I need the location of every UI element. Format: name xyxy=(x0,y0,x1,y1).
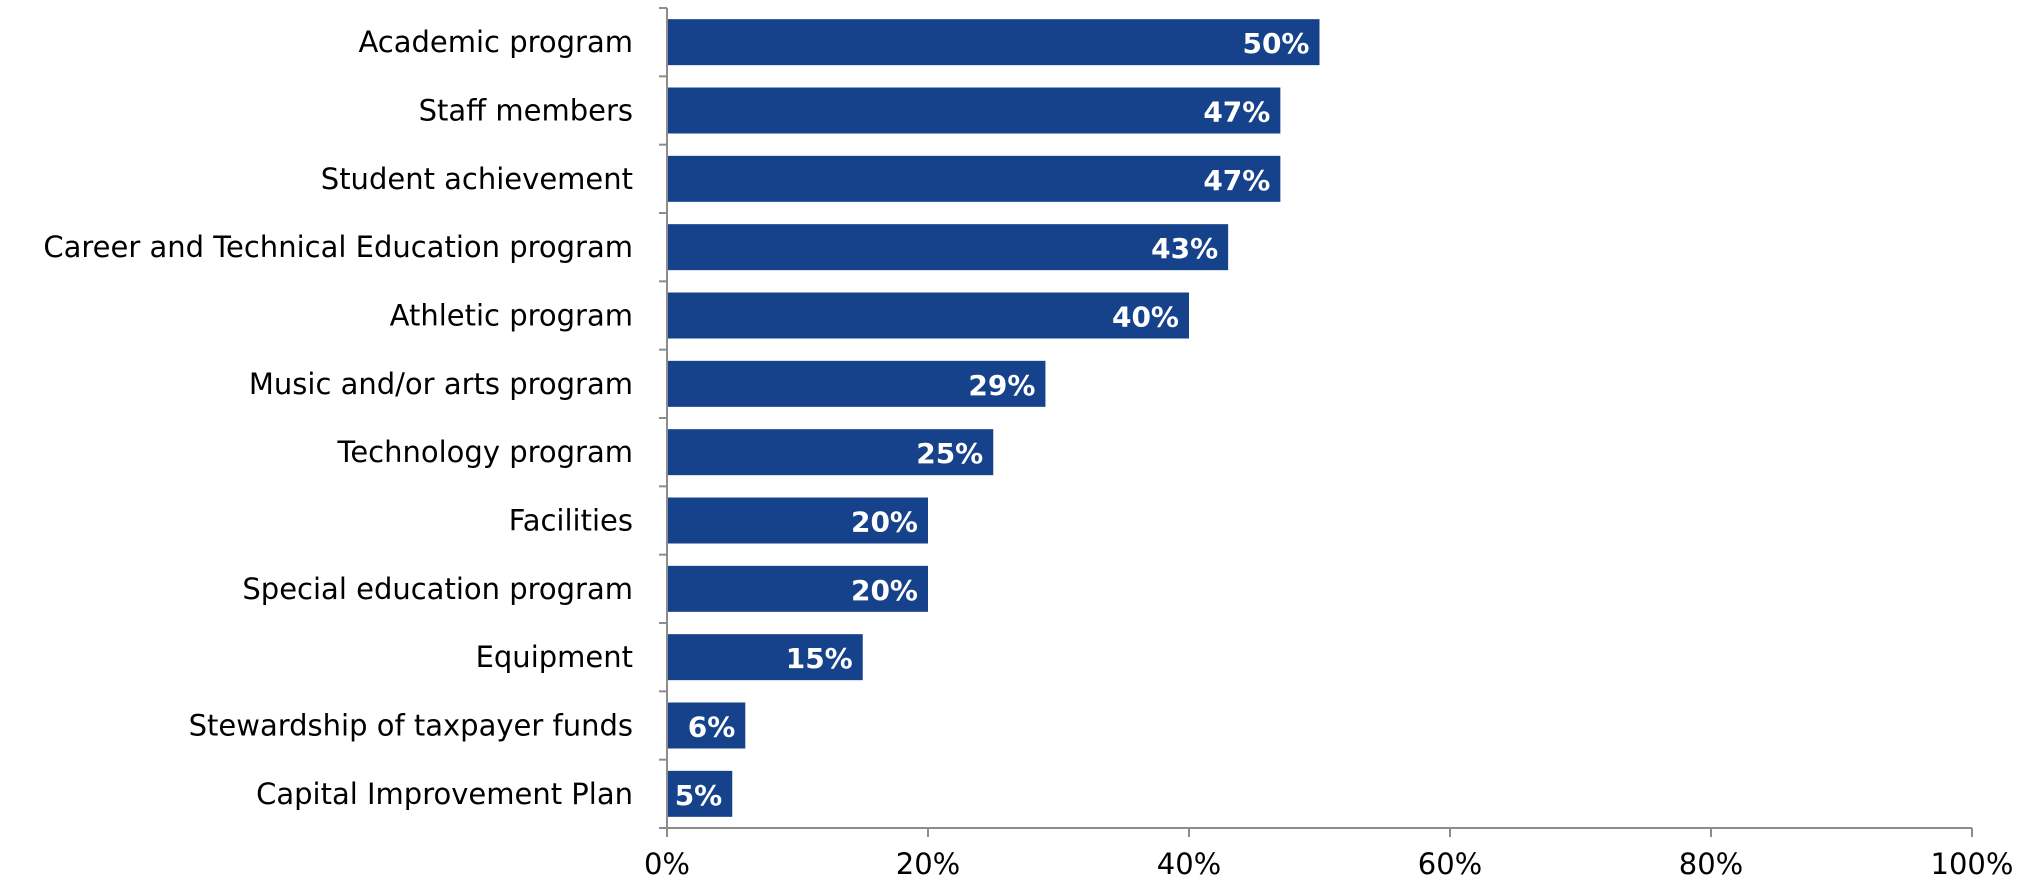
bar-athletic-program xyxy=(667,293,1189,339)
category-label-facilities: Facilities xyxy=(509,504,633,538)
data-label-capital-improvement-plan: 5% xyxy=(675,779,723,812)
bar-career-and-technical-education-program xyxy=(667,224,1228,270)
bar-student-achievement xyxy=(667,156,1280,202)
category-label-music-and-or-arts-program: Music and/or arts program xyxy=(249,367,633,401)
labels-layer: 50% Academic program 47% Staff members 47% St… xyxy=(43,25,2013,881)
data-label-facilities: 20% xyxy=(851,506,918,539)
bar-staff-members xyxy=(667,88,1280,134)
category-label-equipment: Equipment xyxy=(476,640,633,674)
data-label-stewardship-of-taxpayer-funds: 6% xyxy=(688,711,736,744)
category-label-academic-program: Academic program xyxy=(358,25,633,59)
bar-academic-program xyxy=(667,19,1320,65)
data-label-music-and-or-arts-program: 29% xyxy=(968,369,1035,402)
x-tick-label: 20% xyxy=(896,847,960,881)
x-tick-label: 100% xyxy=(1931,847,2014,881)
x-tick-label: 80% xyxy=(1679,847,1743,881)
x-tick-label: 40% xyxy=(1157,847,1221,881)
x-tick-label: 60% xyxy=(1418,847,1482,881)
data-label-equipment: 15% xyxy=(786,642,853,675)
data-label-career-and-technical-education-program: 43% xyxy=(1151,232,1218,265)
category-label-athletic-program: Athletic program xyxy=(390,299,633,333)
category-label-capital-improvement-plan: Capital Improvement Plan xyxy=(256,777,633,811)
bars-layer xyxy=(667,19,1320,817)
category-label-special-education-program: Special education program xyxy=(242,572,633,606)
data-label-student-achievement: 47% xyxy=(1203,164,1270,197)
data-label-athletic-program: 40% xyxy=(1112,301,1179,334)
category-label-career-and-technical-education-program: Career and Technical Education program xyxy=(43,230,633,264)
category-label-student-achievement: Student achievement xyxy=(321,162,633,196)
data-label-technology-program: 25% xyxy=(916,437,983,470)
category-label-technology-program: Technology program xyxy=(337,435,633,469)
x-tick-label: 0% xyxy=(644,847,690,881)
category-label-staff-members: Staff members xyxy=(419,94,633,128)
data-label-staff-members: 47% xyxy=(1203,96,1270,129)
data-label-academic-program: 50% xyxy=(1242,27,1309,60)
data-label-special-education-program: 20% xyxy=(851,574,918,607)
category-label-stewardship-of-taxpayer-funds: Stewardship of taxpayer funds xyxy=(189,709,633,743)
